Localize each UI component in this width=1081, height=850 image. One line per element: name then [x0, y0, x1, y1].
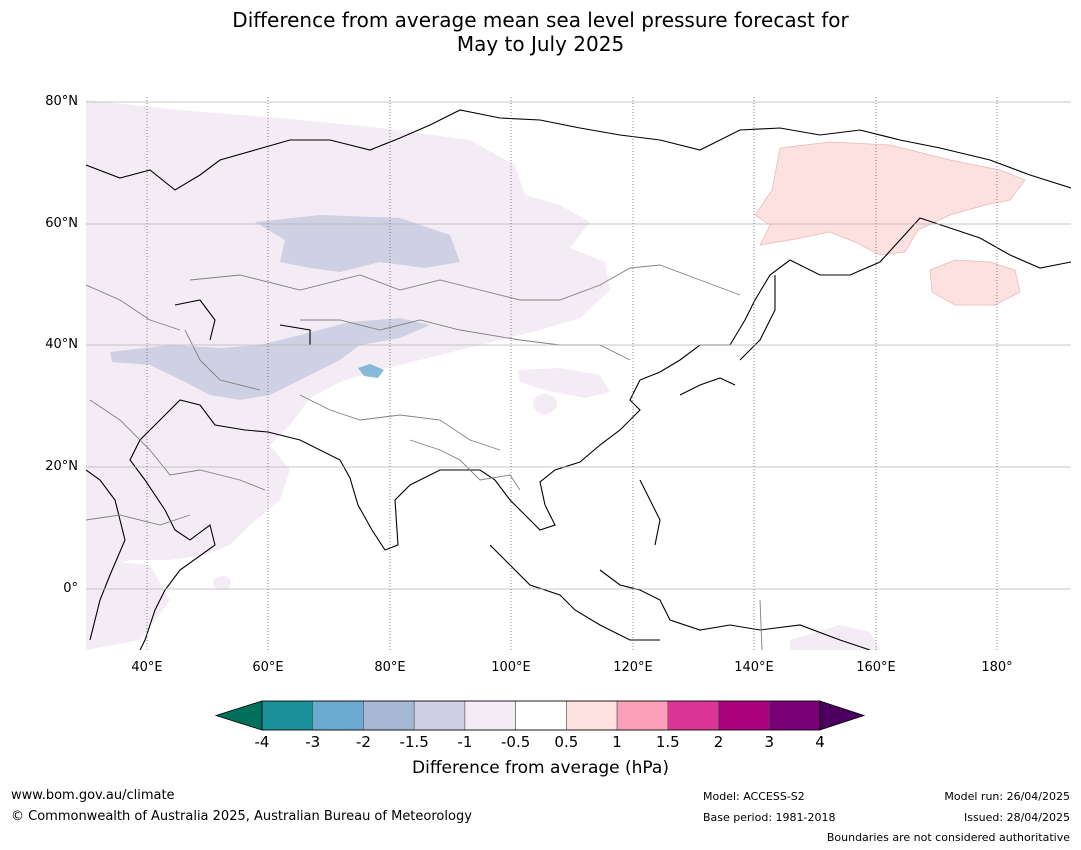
colorbar-segment [515, 700, 567, 731]
coastlines [86, 109, 1071, 650]
colorbar-segment [413, 700, 466, 731]
anomaly-spot-southchina-sea [533, 394, 557, 414]
colorbar-segment [261, 700, 314, 731]
lon-label-40e: 40°E [131, 660, 163, 675]
lon-label-60e: 60°E [252, 660, 284, 675]
website-link[interactable]: www.bom.gov.au/climate [11, 788, 175, 803]
colorbar-segment [768, 700, 821, 731]
colorbar-segment [363, 700, 415, 731]
colorbar-segment [718, 700, 770, 731]
anomaly-region-pacific [790, 625, 880, 650]
colorbar-tick-label: 1 [612, 733, 622, 751]
latitude-gridlines [86, 101, 1071, 590]
disclaimer-text: Boundaries are not considered authoritat… [826, 831, 1070, 844]
title-line-2: May to July 2025 [456, 32, 625, 56]
anomaly-spot-arabian-sea [213, 576, 231, 590]
colorbar-title: Difference from average (hPa) [412, 758, 669, 778]
colorbar-segment [464, 700, 516, 731]
colorbar-tick-label: 3 [764, 733, 775, 751]
colorbar-segment [312, 700, 364, 731]
issued-text: Issued: 28/04/2025 [963, 811, 1070, 824]
model-run-text: Model run: 26/04/2025 [944, 790, 1070, 803]
lat-label-80n: 80°N [45, 94, 78, 109]
colorbar-tick-label: -3 [305, 733, 321, 751]
copyright-text: © Commonwealth of Australia 2025, Austra… [11, 809, 472, 824]
colorbar-tick-label: -2 [355, 733, 371, 751]
lon-label-180: 180° [981, 660, 1013, 675]
lon-label-80e: 80°E [374, 660, 406, 675]
colorbar-tick-label: 4 [815, 733, 825, 751]
anomaly-region-kamchatka-sea [929, 259, 1021, 306]
anomaly-region-central-asia [110, 318, 430, 400]
colorbar [214, 700, 866, 731]
colorbar-tick-label: -4 [254, 733, 270, 751]
anomaly-region-east-siberia [754, 141, 1026, 256]
model-text: Model: ACCESS-S2 [703, 790, 805, 803]
colorbar-outline [261, 700, 821, 731]
lat-label-20n: 20°N [45, 459, 78, 474]
anomaly-region-china [518, 368, 610, 398]
lat-label-0: 0° [63, 581, 78, 596]
country-borders [86, 264, 763, 650]
colorbar-segment [566, 700, 618, 731]
longitude-gridlines [146, 97, 998, 650]
title-line-1: Difference from average mean sea level p… [232, 8, 849, 32]
lat-label-40n: 40°N [45, 337, 78, 352]
anomaly-spot-tibet [358, 364, 384, 378]
colorbar-segment [667, 700, 719, 731]
anomaly-region-siberia [255, 215, 460, 272]
colorbar-tick-label: -1 [457, 733, 473, 751]
colorbar-segment [616, 700, 669, 731]
lon-label-120e: 120°E [613, 660, 653, 675]
colorbar-tick-label: -0.5 [500, 733, 531, 751]
lon-label-140e: 140°E [734, 660, 774, 675]
colorbar-tick-label: 2 [713, 733, 724, 751]
lat-label-60n: 60°N [45, 216, 78, 231]
colorbar-tick-label: 0.5 [554, 733, 579, 751]
colorbar-tick-label: -1.5 [399, 733, 429, 751]
colorbar-extend-low [214, 700, 263, 731]
colorbar-tick-label: 1.5 [655, 733, 680, 751]
chart-title: Difference from average mean sea level p… [0, 8, 1081, 56]
lon-label-160e: 160°E [856, 660, 896, 675]
base-period-text: Base period: 1981-2018 [703, 811, 836, 824]
colorbar-extend-high [819, 700, 866, 731]
lon-label-100e: 100°E [491, 660, 531, 675]
map-area [86, 97, 1071, 650]
